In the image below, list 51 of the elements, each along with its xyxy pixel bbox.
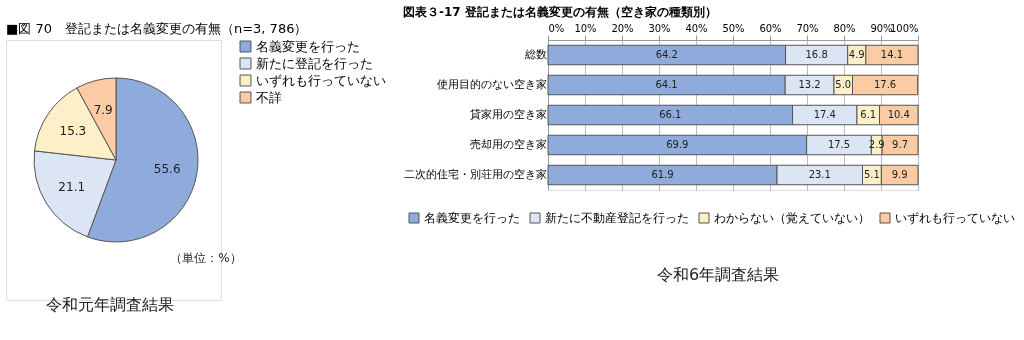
text: 令和6年調査結果 [656,265,780,284]
data-label: 64.2 [655,49,678,60]
data-label: 5.0 [835,79,852,90]
data-label: 17.6 [873,79,897,90]
data-label: 9.9 [891,169,908,180]
data-label: 10.4 [887,109,910,120]
legend-label: 名義変更を行った [424,211,520,225]
data-label: 9.7 [892,139,909,150]
data-label: 23.1 [808,169,831,180]
y-tick-label: 売却用の空き家 [469,138,547,151]
y-tick-label: 貸家用の空き家 [469,108,547,121]
data-label: 16.8 [805,49,828,60]
data-label: 13.2 [798,79,821,90]
data-label: 5.1 [863,169,880,180]
y-tick-label: 使用目的のない空き家 [436,78,547,91]
x-tick-label: 90% [870,22,893,34]
legend-label: わからない（覚えていない） [714,211,870,225]
legend-label: 名義変更を行った [256,38,360,54]
data-label: 61.9 [651,169,674,180]
text: （単位：%） [170,251,242,265]
x-tick-label: 50% [722,22,745,34]
x-tick-label: 40% [685,22,708,34]
data-label: 55.6 [153,162,181,177]
chart-title: 図表３-17 登記または名義変更の有無（空き家の種類別） [403,5,717,19]
data-label: 6.1 [860,109,877,120]
y-tick-label: 総数 [523,48,547,61]
x-tick-label: 0% [548,22,565,34]
data-label: 14.1 [880,49,904,60]
data-label: 4.9 [848,49,865,60]
x-tick-label: 30% [648,22,671,34]
data-label: 21.1 [58,180,86,195]
x-tick-label: 70% [796,22,819,34]
x-tick-label: 10% [574,22,597,34]
data-label: 17.4 [813,109,836,120]
text: 令和元年調査結果 [46,295,174,314]
legend-label: 新たに登記を行った [256,55,373,71]
chart-title: ■図 70 登記または名義変更の有無（n=3, 786） [6,21,308,36]
data-label: 15.3 [59,123,87,138]
legend-label: いずれも行っていない [895,211,1015,225]
x-tick-label: 60% [759,22,782,34]
x-tick-label: 20% [611,22,634,34]
data-label: 64.1 [655,79,678,90]
y-tick-label: 二次的住宅・別荘用の空き家 [403,168,547,181]
x-tick-label: 80% [833,22,856,34]
legend-label: 不詳 [256,89,282,105]
data-label: 17.5 [827,139,851,150]
data-label: 66.1 [659,109,682,120]
data-label: 69.9 [666,139,689,150]
data-label: 7.9 [93,102,113,117]
legend-label: いずれも行っていない [256,72,386,88]
legend-label: 新たに不動産登記を行った [545,211,689,225]
